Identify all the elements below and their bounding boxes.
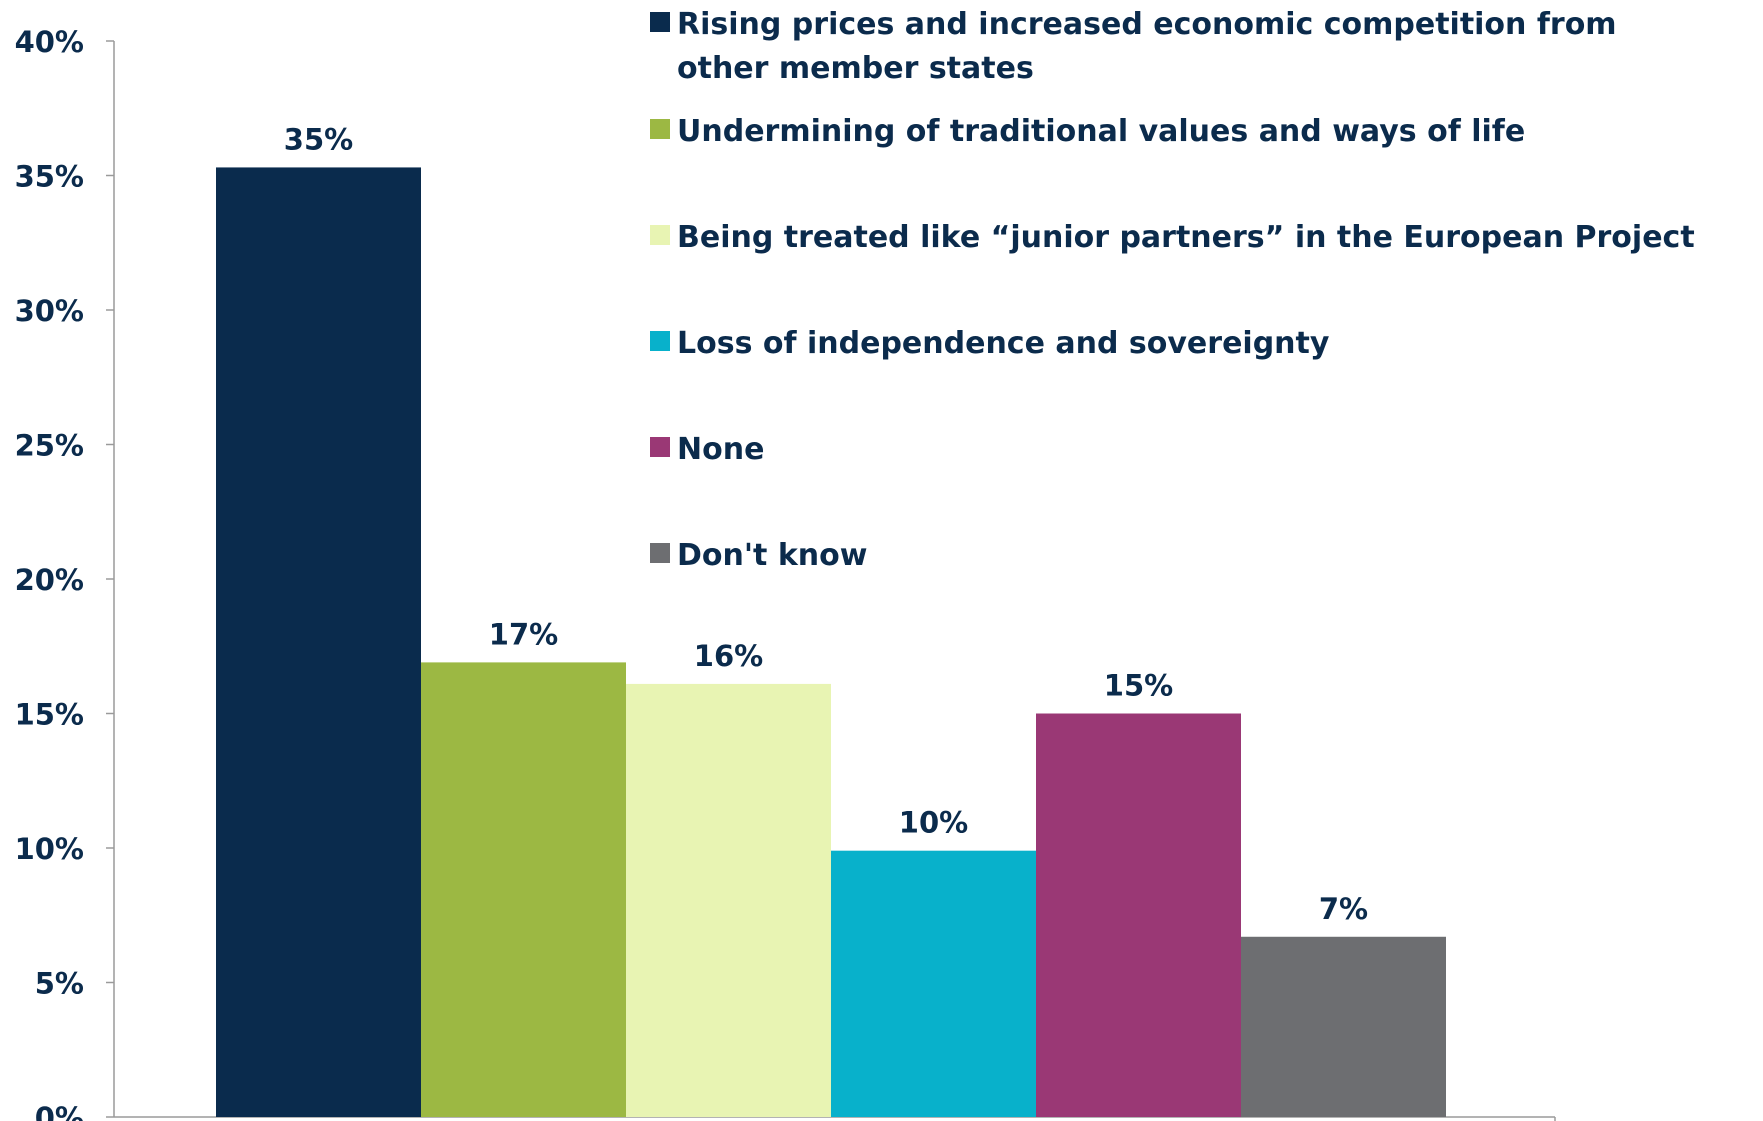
legend-swatch xyxy=(650,119,670,139)
legend-label: Loss of independence and sovereignty xyxy=(677,326,1330,361)
bar xyxy=(831,850,1036,1117)
y-tick-label: 0% xyxy=(35,1101,84,1121)
legend-item: None xyxy=(650,432,764,467)
data-label: 16% xyxy=(694,639,763,673)
legend-item: Rising prices and increased economic com… xyxy=(650,7,1617,86)
data-label: 35% xyxy=(284,122,353,156)
data-label: 15% xyxy=(1104,669,1173,703)
bars xyxy=(216,167,1446,1117)
legend-swatch xyxy=(650,437,670,457)
legend-item: Loss of independence and sovereignty xyxy=(650,326,1330,361)
legend-item: Don't know xyxy=(650,538,867,573)
legend-swatch xyxy=(650,543,670,563)
data-label: 10% xyxy=(899,806,968,840)
y-tick-label: 30% xyxy=(15,294,84,328)
legend-label: Don't know xyxy=(677,538,867,573)
legend-item: Being treated like “junior partners” in … xyxy=(650,220,1695,255)
legend-label: other member states xyxy=(677,51,1034,86)
legend-swatch xyxy=(650,225,670,245)
y-tick-label: 15% xyxy=(15,698,84,732)
legend-item: Undermining of traditional values and wa… xyxy=(650,114,1525,149)
data-labels: 35% 17% 16% 10% 15% 7% xyxy=(284,122,1368,925)
y-tick-label: 25% xyxy=(15,429,84,463)
y-tick-label: 40% xyxy=(15,25,84,59)
y-tick-label: 35% xyxy=(15,160,84,194)
legend-label: None xyxy=(677,432,764,467)
legend-label: Rising prices and increased economic com… xyxy=(677,7,1617,42)
bar xyxy=(626,683,831,1117)
y-tick-label: 10% xyxy=(15,832,84,866)
legend-label: Undermining of traditional values and wa… xyxy=(677,114,1525,149)
legend-swatch xyxy=(650,12,670,32)
y-tick-label: 5% xyxy=(35,967,84,1001)
legend: Rising prices and increased economic com… xyxy=(650,7,1695,573)
legend-swatch xyxy=(650,331,670,351)
y-axis: 0% 5% 10% 15% 20% 25% 30% 35% 40% xyxy=(15,25,1556,1121)
y-tick-label: 20% xyxy=(15,563,84,597)
bar xyxy=(216,167,421,1117)
data-label: 17% xyxy=(489,617,558,651)
legend-label: Being treated like “junior partners” in … xyxy=(677,220,1695,255)
bar xyxy=(1036,713,1241,1117)
data-label: 7% xyxy=(1319,892,1368,926)
bar xyxy=(421,662,626,1117)
bar xyxy=(1241,936,1446,1117)
